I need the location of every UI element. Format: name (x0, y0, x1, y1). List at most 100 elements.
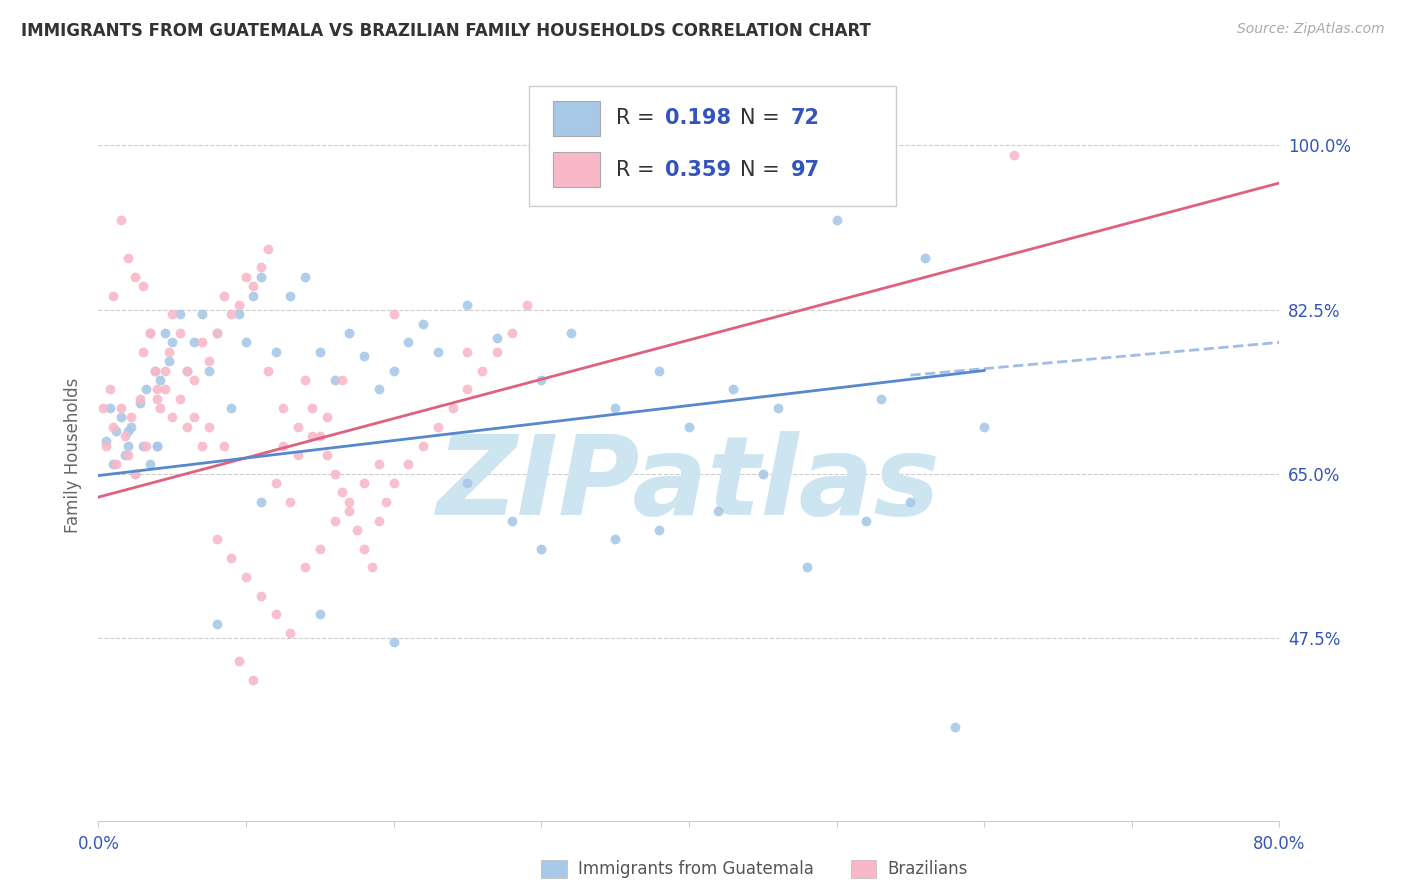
Point (752, 467, 775, 481)
Point (353, 541, 375, 556)
Point (149, 373, 172, 387)
Point (427, 344, 450, 359)
Point (110, 213, 132, 227)
Point (191, 307, 214, 321)
Point (198, 419, 221, 434)
Point (323, 467, 346, 481)
Point (221, 307, 243, 321)
Point (139, 458, 162, 472)
Point (316, 448, 339, 462)
Point (309, 429, 332, 443)
Text: Immigrants from Guatemala: Immigrants from Guatemala (578, 860, 814, 878)
Point (235, 269, 257, 284)
Point (114, 429, 136, 443)
Point (146, 438, 169, 452)
Point (91, 401, 114, 415)
Point (973, 419, 995, 434)
Point (309, 607, 332, 622)
FancyBboxPatch shape (553, 101, 600, 136)
Point (250, 269, 273, 284)
Point (368, 458, 391, 472)
Point (146, 438, 169, 452)
Point (120, 419, 142, 434)
Point (162, 410, 183, 425)
Point (457, 382, 479, 396)
Text: R =: R = (616, 160, 661, 179)
Point (228, 307, 250, 321)
Point (412, 438, 434, 452)
Point (132, 438, 155, 452)
Point (242, 288, 264, 302)
Text: R =: R = (616, 109, 661, 128)
Point (221, 401, 243, 415)
Point (457, 344, 479, 359)
Point (153, 363, 176, 377)
Point (287, 419, 309, 434)
Point (398, 458, 420, 472)
Point (870, 392, 893, 406)
Point (723, 382, 745, 396)
Point (1002, 148, 1025, 162)
Point (530, 373, 553, 387)
Point (94, 438, 117, 452)
Point (139, 326, 162, 340)
Point (212, 438, 235, 452)
Point (678, 419, 700, 434)
Point (169, 307, 191, 321)
Point (855, 514, 877, 528)
Point (128, 392, 150, 406)
Point (198, 354, 221, 368)
Point (605, 401, 627, 415)
Point (360, 560, 382, 574)
Point (353, 476, 375, 491)
Point (339, 504, 361, 518)
Point (183, 410, 205, 425)
Point (205, 326, 228, 340)
FancyBboxPatch shape (553, 153, 600, 187)
Text: Source: ZipAtlas.com: Source: ZipAtlas.com (1237, 22, 1385, 37)
Point (117, 251, 139, 265)
Text: Brazilians: Brazilians (887, 860, 967, 878)
Point (250, 495, 273, 509)
Point (110, 401, 132, 415)
Point (648, 523, 671, 537)
Point (157, 354, 180, 368)
Point (235, 335, 257, 350)
Point (382, 635, 405, 649)
Point (146, 392, 169, 406)
Point (132, 344, 155, 359)
Point (149, 401, 172, 415)
Point (139, 326, 162, 340)
Point (264, 344, 287, 359)
Point (183, 373, 205, 387)
Point (212, 288, 235, 302)
Point (560, 326, 582, 340)
Point (205, 616, 228, 631)
Point (143, 363, 166, 377)
Point (135, 438, 157, 452)
Point (157, 344, 180, 359)
Point (143, 363, 166, 377)
Point (257, 363, 280, 377)
Point (191, 438, 214, 452)
Point (153, 326, 176, 340)
Point (339, 326, 361, 340)
Point (98, 382, 121, 396)
Point (914, 251, 936, 265)
Point (441, 401, 464, 415)
Point (94, 434, 117, 448)
Point (124, 467, 146, 481)
Point (796, 560, 818, 574)
Point (294, 269, 316, 284)
Point (605, 533, 627, 547)
Point (330, 373, 353, 387)
Point (427, 419, 450, 434)
Text: ZIPatlas: ZIPatlas (437, 431, 941, 538)
Point (471, 363, 494, 377)
Point (457, 476, 479, 491)
Point (128, 396, 150, 410)
Point (353, 350, 375, 364)
Point (205, 533, 228, 547)
Point (264, 607, 287, 622)
Point (486, 344, 509, 359)
